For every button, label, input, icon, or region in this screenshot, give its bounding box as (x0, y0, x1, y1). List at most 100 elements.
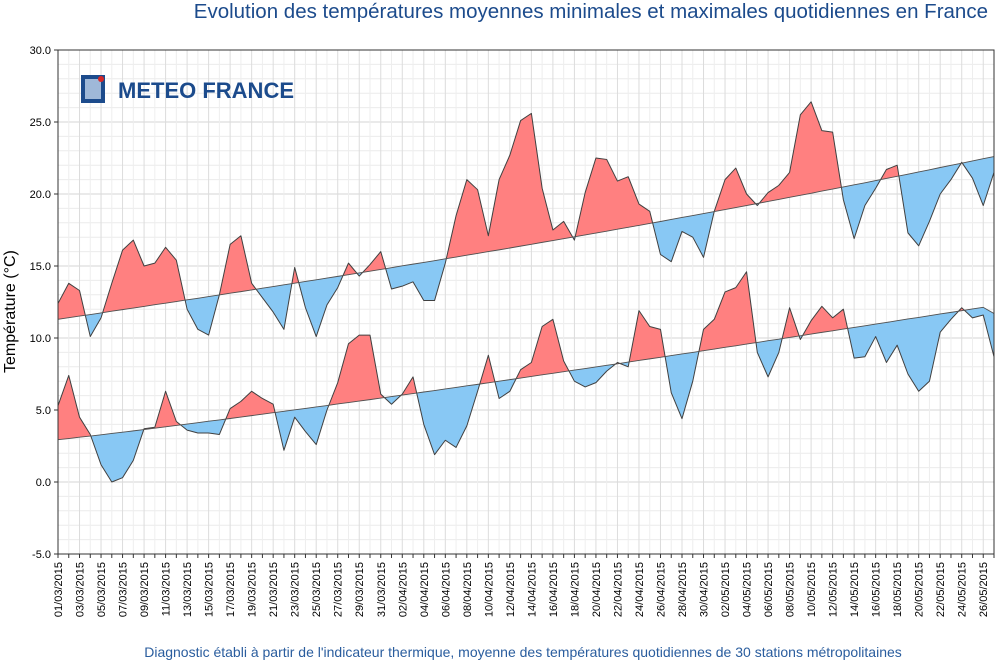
series-lines (57, 101, 995, 483)
tmin-below-normal-fill (847, 311, 959, 392)
grid-lines (57, 49, 995, 555)
tmax-above-normal-fill (362, 251, 386, 273)
tmin-above-normal-fill (479, 355, 495, 385)
x-tick-label: 20/04/2015 (591, 562, 603, 617)
tmax-above-normal-fill (446, 113, 573, 259)
x-tick-label: 07/03/2015 (118, 562, 130, 617)
x-tick-label: 01/03/2015 (53, 562, 65, 617)
tmax-below-normal-fill (256, 283, 292, 330)
tmin-below-normal-fill (568, 364, 616, 387)
footer-note: Diagnostic établi à partir de l'indicate… (144, 644, 902, 660)
y-tick-label: 15.0 (30, 261, 51, 273)
x-tick-label: 16/05/2015 (871, 562, 883, 617)
x-tick-label: 08/05/2015 (785, 562, 797, 617)
tmax-below-normal-fill (652, 211, 715, 262)
y-tick-label: 10.0 (30, 333, 51, 345)
tmax-below-normal-fill (962, 156, 994, 206)
tmin-below-normal-fill (964, 307, 994, 357)
tmin-below-normal-fill (494, 378, 517, 399)
tmin-below-normal-fill (275, 405, 329, 451)
x-tick-labels: 01/03/2015 03/03/2015 05/03/2015 07/03/2015… (53, 554, 995, 617)
tmin-above-normal-fill (629, 310, 666, 362)
x-tick-label: 18/04/2015 (569, 562, 581, 617)
observed-line (57, 101, 995, 338)
x-tick-label: 22/04/2015 (612, 562, 624, 617)
tmin-above-normal-fill (698, 271, 757, 352)
tmin-above-normal-fill (782, 307, 800, 339)
tmin-below-normal-fill (180, 419, 226, 435)
x-tick-label: 21/03/2015 (268, 562, 280, 617)
x-tick-label: 26/05/2015 (978, 562, 990, 617)
x-tick-label: 31/03/2015 (376, 562, 388, 617)
tmax-below-normal-fill (385, 258, 447, 301)
x-tick-label: 12/05/2015 (828, 562, 840, 617)
tmin-below-normal-fill (756, 338, 783, 377)
x-tick-label: 24/04/2015 (634, 562, 646, 617)
x-tick-label: 12/04/2015 (505, 562, 517, 617)
tmin-below-normal-fill (665, 351, 699, 419)
tmax-above-normal-fill (291, 267, 299, 284)
tmax-below-normal-fill (298, 275, 344, 337)
tmax-above-normal-fill (759, 101, 842, 204)
x-tick-label: 23/03/2015 (290, 562, 302, 617)
x-tick-label: 28/04/2015 (677, 562, 689, 617)
x-tick-label: 27/03/2015 (333, 562, 345, 617)
x-tick-label: 29/03/2015 (354, 562, 366, 617)
x-tick-label: 18/05/2015 (892, 562, 904, 617)
x-tick-label: 03/03/2015 (75, 562, 87, 617)
x-tick-label: 06/05/2015 (763, 562, 775, 617)
anomaly-fills (58, 101, 994, 482)
y-tick-label: -5.0 (32, 549, 51, 561)
tmin-above-normal-fill (225, 391, 276, 420)
x-tick-label: 30/04/2015 (699, 562, 711, 617)
x-tick-label: 08/04/2015 (462, 562, 474, 617)
logo-red-dot (98, 76, 104, 82)
tmax-above-normal-fill (575, 158, 653, 237)
x-tick-label: 04/04/2015 (419, 562, 431, 617)
observed-line (57, 271, 995, 483)
x-tick-label: 25/03/2015 (311, 562, 323, 617)
x-tick-label: 15/03/2015 (204, 562, 216, 617)
axes (57, 49, 995, 555)
y-tick-label: 20.0 (30, 189, 51, 201)
tmin-above-normal-fill (58, 375, 91, 440)
tmin-above-normal-fill (516, 319, 569, 379)
logo-text: METEO FRANCE (118, 78, 294, 103)
x-tick-label: 10/04/2015 (483, 562, 495, 617)
x-tick-label: 26/04/2015 (655, 562, 667, 617)
tmax-above-normal-fill (219, 235, 257, 295)
tmin-above-normal-fill (328, 335, 385, 406)
tmax-above-normal-fill (102, 240, 186, 313)
logo-square-highlight (85, 79, 101, 99)
x-tick-label: 16/04/2015 (548, 562, 560, 617)
x-tick-label: 17/03/2015 (225, 562, 237, 617)
normal-line (57, 306, 995, 441)
plot-border (57, 49, 995, 555)
x-tick-label: 22/05/2015 (935, 562, 947, 617)
tmax-above-normal-fill (58, 283, 86, 320)
y-tick-labels: -5.0 0.0 5.0 10.0 15.0 20.0 25.0 30.0 (30, 45, 58, 561)
y-tick-label: 5.0 (36, 405, 51, 417)
tmax-above-normal-fill (880, 165, 899, 180)
tmin-above-normal-fill (802, 306, 848, 336)
x-tick-label: 09/03/2015 (139, 562, 151, 617)
x-tick-label: 14/04/2015 (526, 562, 538, 617)
tmin-below-normal-fill (416, 384, 480, 455)
normal-line (57, 156, 995, 320)
x-tick-label: 11/03/2015 (161, 562, 173, 616)
chart-title: Evolution des températures moyennes mini… (193, 0, 988, 23)
x-tick-label: 02/04/2015 (397, 562, 409, 617)
x-tick-label: 19/03/2015 (247, 562, 259, 617)
tmax-above-normal-fill (714, 168, 756, 212)
x-tick-label: 02/05/2015 (720, 562, 732, 617)
x-tick-label: 13/03/2015 (182, 562, 194, 617)
x-tick-label: 14/05/2015 (849, 562, 861, 617)
x-tick-label: 06/04/2015 (440, 562, 452, 617)
tmax-above-normal-fill (343, 263, 357, 276)
x-tick-label: 04/05/2015 (742, 562, 754, 617)
y-tick-label: 0.0 (36, 477, 51, 489)
x-tick-label: 05/03/2015 (96, 562, 108, 617)
x-tick-label: 24/05/2015 (957, 562, 969, 617)
x-tick-label: 20/05/2015 (914, 562, 926, 617)
